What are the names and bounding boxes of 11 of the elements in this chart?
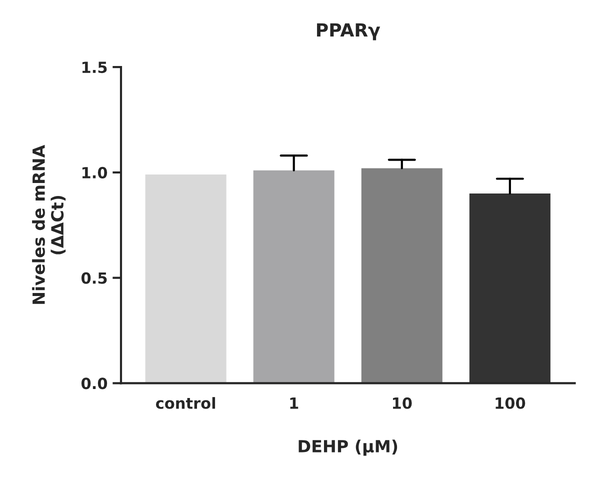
x-tick-label: control: [156, 397, 216, 409]
x-tick-label: 10: [392, 397, 412, 409]
chart-title: PPARγ: [317, 23, 380, 40]
x-tick-label: 1: [290, 398, 298, 409]
y-tick-label: 0.0: [81, 378, 108, 390]
x-tick-label: 100: [496, 397, 526, 409]
y-tick-label: 0.5: [81, 272, 107, 284]
y-axis-title: Niveles de mRNA (ΔΔCt): [32, 144, 66, 304]
x-axis-title: DEHP (μM): [298, 440, 398, 456]
y-tick-label: 1.0: [82, 166, 108, 178]
y-tick-label: 1.5: [82, 62, 107, 74]
